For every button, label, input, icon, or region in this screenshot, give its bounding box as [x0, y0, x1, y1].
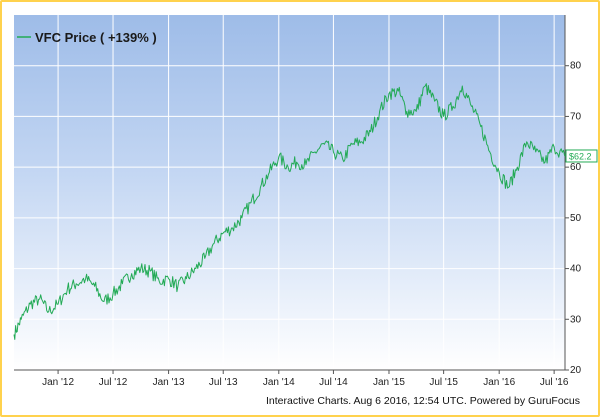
- last-value-callout: $62.2: [565, 149, 598, 163]
- x-axis-ticks: Jan '12 Jul '12 Jan '13 Jul '13 Jan '14 Jul '…: [42, 370, 569, 388]
- last-value-label: $62.2: [569, 151, 592, 161]
- x-tick-label: Jan '14: [263, 377, 295, 388]
- x-tick-label: Jul '13: [209, 377, 238, 388]
- x-tick-label: Jul '15: [429, 377, 458, 388]
- x-tick-label: Jan '13: [153, 377, 185, 388]
- series-group: [13, 83, 566, 340]
- legend[interactable]: VFC Price ( +139% ): [17, 30, 157, 45]
- y-tick-label: 30: [570, 314, 582, 325]
- y-tick-label: 60: [570, 162, 582, 173]
- x-tick-label: Jul '14: [319, 377, 348, 388]
- y-tick-label: 20: [570, 365, 582, 376]
- x-tick-label: Jan '12: [42, 377, 74, 388]
- x-tick-label: Jul '16: [540, 377, 569, 388]
- legend-label: VFC Price ( +139% ): [35, 30, 157, 45]
- y-tick-label: 40: [570, 264, 582, 275]
- y-tick-label: 70: [570, 111, 582, 122]
- x-tick-label: Jan '15: [373, 377, 405, 388]
- x-tick-label: Jan '16: [483, 377, 515, 388]
- x-tick-label: Jul '12: [99, 377, 128, 388]
- series-line-vfc-price[interactable]: [13, 83, 566, 340]
- credit-line: Interactive Charts. Aug 6 2016, 12:54 UT…: [266, 395, 580, 407]
- y-axis-ticks: 20 30 40 50 60 70 80: [565, 61, 582, 376]
- last-value-box: [565, 149, 598, 163]
- y-tick-label: 50: [570, 213, 582, 224]
- y-tick-label: 80: [570, 61, 582, 72]
- plot-background: [14, 15, 565, 370]
